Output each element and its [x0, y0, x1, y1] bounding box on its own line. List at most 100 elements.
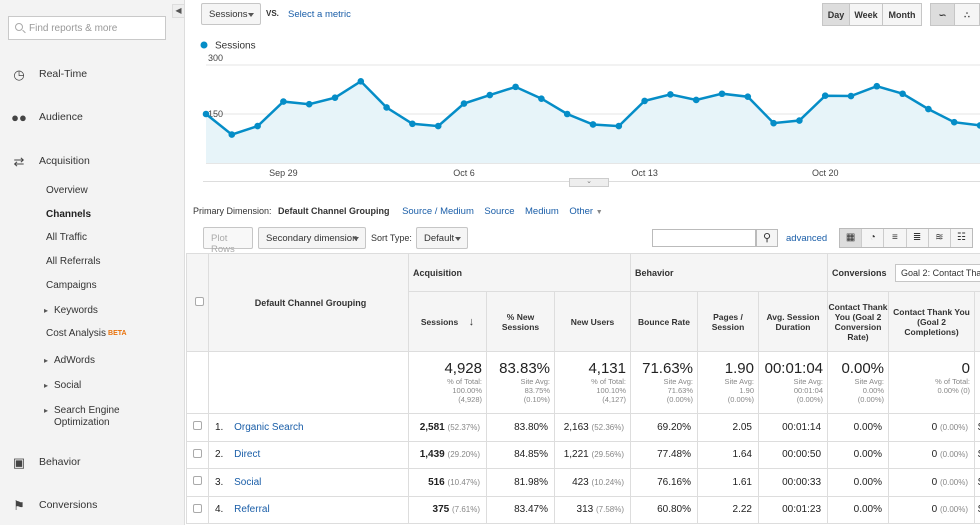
new-users-pct: (29.56%)	[591, 450, 624, 460]
behavior-window-icon: ▣	[12, 455, 26, 470]
data-point[interactable]	[770, 119, 777, 127]
data-point[interactable]	[512, 83, 519, 91]
data-point[interactable]	[254, 122, 261, 130]
data-point[interactable]	[486, 91, 494, 99]
row-number: 3.	[215, 476, 224, 488]
data-point[interactable]	[409, 120, 416, 128]
dimension-other[interactable]: Other ▼	[569, 206, 602, 217]
advanced-filter-link[interactable]: advanced	[786, 233, 828, 244]
col-new-users[interactable]: New Users	[554, 291, 631, 352]
table-view-icon[interactable]: ▦	[840, 229, 863, 247]
data-point[interactable]	[228, 131, 236, 138]
term-cloud-icon[interactable]: ≋	[929, 229, 951, 247]
channel-link[interactable]: Social	[234, 476, 262, 488]
select-metric-link[interactable]: Select a metric	[288, 9, 351, 20]
nav-acquisition[interactable]: ⇄ Acquisition	[0, 152, 185, 172]
data-point[interactable]	[280, 98, 287, 105]
motion-chart-button[interactable]: ∴	[954, 3, 980, 26]
data-point[interactable]	[718, 90, 726, 98]
nav-adwords[interactable]: AdWords	[44, 355, 178, 367]
completions-pct: (0.00%)	[940, 422, 969, 432]
col-new-sessions[interactable]: % New Sessions	[486, 291, 555, 352]
col-sessions-label: Sessions	[420, 316, 459, 327]
nav-conversions[interactable]: ⚑ Conversions	[0, 496, 185, 516]
data-point[interactable]	[589, 121, 597, 128]
goal-select[interactable]: Goal 2: Contact Thank	[895, 263, 980, 282]
data-point[interactable]	[899, 90, 906, 98]
dimension-medium[interactable]: Medium	[525, 206, 559, 217]
channel-cell: 3. Social	[208, 468, 409, 497]
dimension-header[interactable]: Default Channel Grouping	[208, 253, 409, 352]
dimension-source-medium[interactable]: Source / Medium	[402, 206, 474, 217]
col-goal-completions[interactable]: Contact Thank You (Goal 2 Completions)	[888, 291, 976, 352]
channel-link[interactable]: Referral	[234, 504, 270, 516]
data-point[interactable]	[202, 110, 210, 118]
data-point[interactable]	[434, 122, 442, 130]
data-point[interactable]	[925, 105, 932, 113]
col-avg-duration[interactable]: Avg. Session Duration	[757, 291, 829, 352]
row-checkbox[interactable]	[193, 448, 202, 458]
nav-campaigns[interactable]: Campaigns	[46, 280, 97, 291]
nav-seo[interactable]: Search Engine Optimization	[44, 405, 136, 429]
channel-link[interactable]: Organic Search	[234, 421, 304, 433]
data-point[interactable]	[563, 110, 571, 118]
collapse-sidebar-button[interactable]: ◀	[172, 4, 185, 18]
col-pages-session[interactable]: Pages / Session	[697, 291, 759, 352]
nav-all-referrals[interactable]: All Referrals	[46, 256, 101, 267]
channel-link[interactable]: Direct	[234, 449, 261, 461]
sort-type-select[interactable]: Default	[416, 227, 468, 249]
month-button[interactable]: Month	[882, 3, 922, 26]
table-search-input[interactable]	[652, 229, 756, 247]
sessions-cell: 375 (7.61%)	[408, 495, 487, 524]
col-goal-conv-rate[interactable]: Contact Thank You (Goal 2 Conversion Rat…	[827, 291, 890, 352]
row-checkbox[interactable]	[193, 503, 202, 513]
nav-cost-analysis[interactable]: Cost Analysis BETA	[46, 328, 178, 340]
dimension-source[interactable]: Source	[484, 206, 515, 217]
data-point[interactable]	[641, 97, 648, 105]
data-point[interactable]	[538, 95, 545, 102]
data-point[interactable]	[331, 94, 339, 101]
data-point[interactable]	[976, 122, 980, 129]
data-point[interactable]	[847, 92, 855, 100]
data-point[interactable]	[873, 82, 881, 90]
nav-keywords[interactable]: Keywords	[44, 305, 178, 317]
plot-rows-button[interactable]: Plot Rows	[203, 227, 253, 255]
data-point[interactable]	[305, 100, 313, 108]
nav-behavior[interactable]: ▣ Behavior	[0, 453, 185, 473]
data-point[interactable]	[692, 96, 700, 104]
pie-view-icon[interactable]: ◔	[862, 229, 885, 247]
col-sessions[interactable]: Sessions ↓	[408, 291, 487, 352]
nav-overview[interactable]: Overview	[46, 185, 88, 196]
pivot-view-icon[interactable]: ☷	[956, 232, 966, 243]
data-point[interactable]	[796, 117, 803, 124]
metric-select[interactable]: Sessions	[201, 3, 261, 25]
day-button[interactable]: Day	[822, 3, 850, 26]
row-checkbox[interactable]	[193, 421, 202, 431]
data-point[interactable]	[357, 78, 365, 85]
nav-all-traffic[interactable]: All Traffic	[46, 232, 87, 243]
row-checkbox[interactable]	[193, 476, 202, 486]
data-point[interactable]	[821, 92, 829, 100]
data-point[interactable]	[460, 100, 468, 107]
nav-social[interactable]: Social	[44, 380, 178, 392]
col-bounce-rate[interactable]: Bounce Rate	[630, 291, 698, 352]
performance-view-icon[interactable]: ≡	[884, 229, 907, 247]
data-point[interactable]	[667, 91, 674, 98]
nav-real-time[interactable]: ◷ Real-Time	[0, 65, 185, 85]
chart-resize-handle[interactable]: ⌄	[569, 178, 609, 187]
data-point[interactable]	[950, 118, 958, 126]
secondary-dimension-select[interactable]: Secondary dimension	[258, 227, 366, 249]
data-point[interactable]	[615, 122, 623, 130]
line-chart-button[interactable]: ∽	[930, 3, 955, 26]
week-button[interactable]: Week	[849, 3, 883, 26]
data-point[interactable]	[383, 104, 390, 111]
nav-audience[interactable]: ●● Audience	[0, 108, 185, 128]
search-input[interactable]: Find reports & more	[8, 16, 166, 40]
total-new-users: 4,131% of Total: 100.10% (4,127)	[554, 351, 631, 414]
new-users-value: 1,221	[563, 449, 589, 461]
nav-channels[interactable]: Channels	[46, 209, 92, 220]
select-all-checkbox[interactable]	[195, 297, 204, 306]
data-point[interactable]	[744, 93, 752, 100]
table-search-button[interactable]: ⚲	[756, 229, 778, 247]
comparison-view-icon[interactable]: ≣	[907, 229, 929, 247]
